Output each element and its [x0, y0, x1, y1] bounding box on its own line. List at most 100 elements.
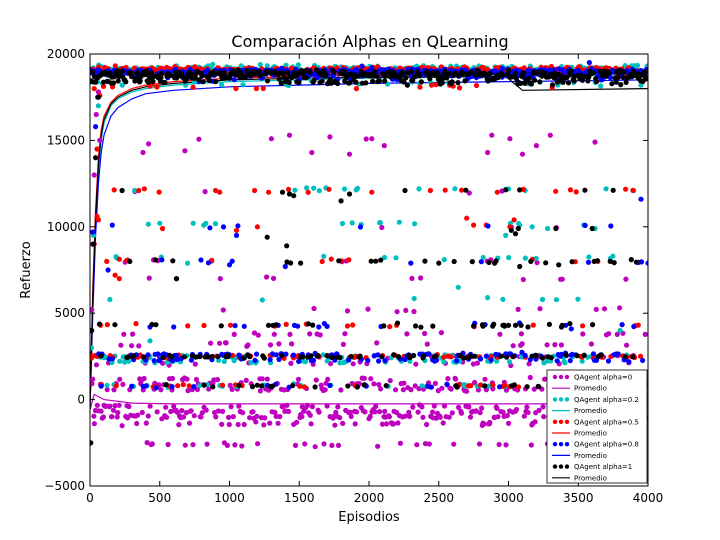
data-point	[279, 353, 285, 359]
legend-label: QAgent alpha=1	[574, 463, 632, 471]
data-point	[455, 80, 461, 86]
data-point	[482, 376, 488, 382]
data-point	[368, 258, 374, 264]
data-point	[97, 137, 103, 143]
data-point	[240, 410, 246, 416]
data-point	[297, 383, 303, 389]
data-point	[173, 276, 180, 282]
legend-label: QAgent alpha=0.5	[574, 418, 639, 426]
data-point	[598, 83, 604, 89]
data-point	[369, 136, 375, 142]
data-point	[580, 331, 586, 337]
data-point	[457, 85, 463, 91]
data-point	[112, 272, 118, 278]
data-point	[481, 421, 487, 427]
data-point	[201, 382, 207, 388]
data-point	[235, 223, 241, 229]
data-point	[511, 382, 517, 388]
data-point	[391, 352, 397, 358]
data-point	[560, 79, 566, 85]
data-point	[217, 340, 223, 346]
data-point	[90, 307, 95, 313]
data-point	[499, 66, 505, 72]
data-point	[117, 358, 123, 364]
data-point	[606, 331, 612, 337]
data-point	[568, 68, 575, 74]
data-point	[396, 354, 402, 360]
data-point	[372, 69, 378, 75]
data-point	[241, 421, 247, 428]
data-point	[109, 356, 115, 362]
data-point	[623, 186, 629, 192]
data-point	[353, 86, 359, 92]
data-point	[445, 376, 451, 382]
data-point	[231, 77, 237, 83]
data-point	[253, 419, 259, 425]
data-point	[204, 441, 210, 447]
data-point	[644, 68, 648, 74]
data-point	[315, 353, 321, 359]
data-point	[376, 78, 382, 84]
legend-marker	[558, 464, 564, 469]
data-point	[257, 73, 264, 79]
data-point	[406, 409, 412, 415]
data-point	[532, 77, 538, 83]
data-point	[119, 187, 125, 194]
data-point	[505, 67, 512, 73]
data-point	[110, 80, 117, 86]
data-point	[324, 353, 330, 359]
data-point	[213, 414, 219, 420]
data-point	[117, 376, 123, 382]
data-point	[603, 73, 609, 79]
data-point	[502, 382, 508, 388]
data-point	[136, 187, 142, 194]
legend: QAgent alpha=0 Promedio QAgent alpha=0.2 Pr…	[546, 369, 648, 484]
data-point	[194, 386, 200, 393]
data-point	[119, 68, 125, 74]
data-point	[113, 383, 119, 389]
data-point	[328, 256, 334, 262]
data-point	[552, 342, 558, 348]
data-point	[355, 73, 362, 79]
data-point	[94, 402, 100, 408]
data-point	[181, 354, 188, 360]
data-point	[359, 63, 365, 69]
data-point	[327, 76, 333, 82]
legend-label: Promedio	[574, 407, 607, 415]
data-point	[593, 79, 600, 85]
data-point	[316, 324, 322, 330]
data-point	[224, 442, 230, 448]
data-point	[379, 421, 386, 427]
data-point	[485, 223, 491, 229]
data-point	[283, 321, 289, 327]
data-point	[110, 407, 117, 413]
data-point	[147, 75, 153, 81]
data-point	[143, 383, 149, 389]
data-point	[278, 80, 284, 86]
data-point	[145, 221, 151, 227]
data-point	[369, 189, 375, 195]
data-point	[198, 414, 204, 420]
data-point	[196, 136, 202, 142]
data-point	[300, 354, 306, 360]
data-point	[403, 75, 409, 81]
data-point	[497, 384, 503, 390]
data-point	[198, 257, 204, 263]
data-point	[590, 351, 597, 357]
data-point	[469, 259, 475, 265]
data-point	[417, 84, 423, 90]
data-point	[265, 322, 272, 328]
legend-marker	[552, 442, 558, 447]
data-point	[271, 331, 277, 337]
data-point	[95, 217, 101, 223]
data-point	[536, 407, 542, 413]
data-point	[614, 331, 620, 337]
data-point	[140, 149, 146, 156]
y-tick-label: −5000	[44, 479, 85, 493]
series-2-points	[90, 63, 648, 390]
data-point	[153, 385, 159, 391]
legend-marker	[564, 419, 570, 424]
data-point	[482, 383, 488, 389]
data-point	[120, 381, 126, 387]
data-point	[543, 260, 549, 266]
